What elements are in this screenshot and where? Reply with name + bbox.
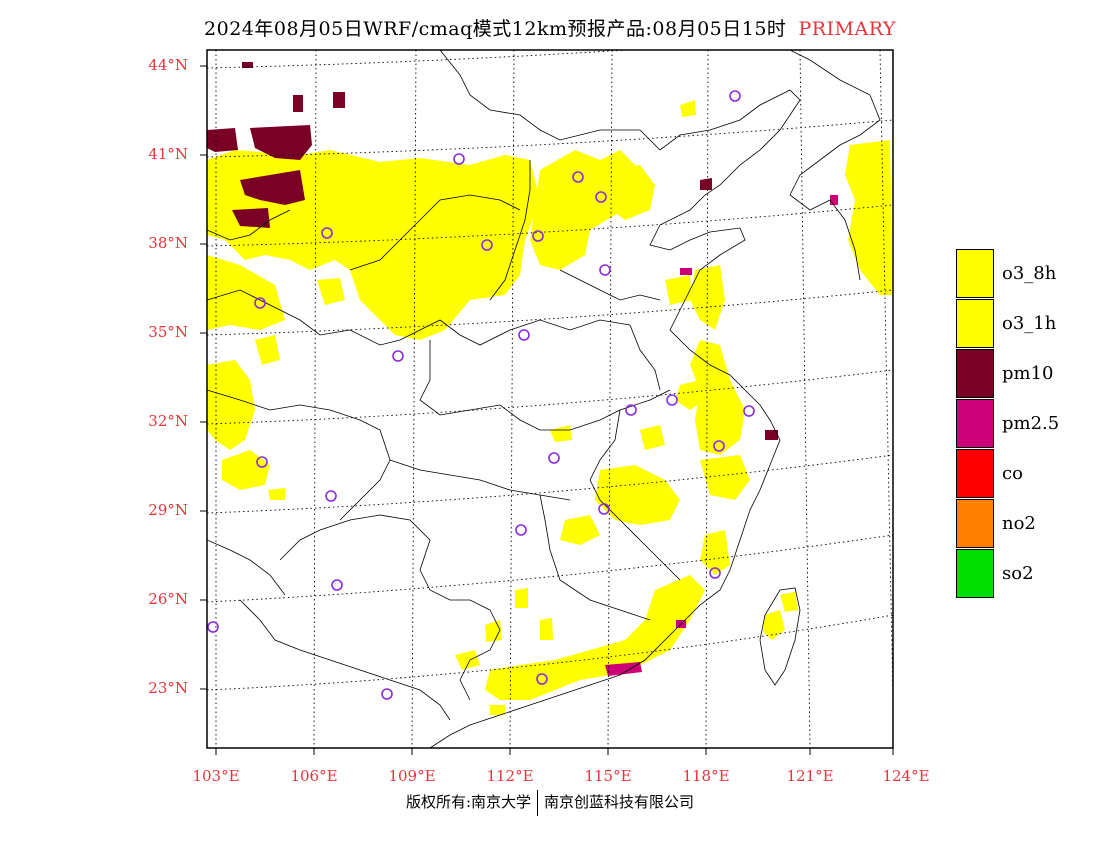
lat-label-23: 23°N	[148, 679, 188, 697]
station-marker	[713, 440, 725, 452]
map-frame	[206, 49, 894, 749]
lon-label-103: 103°E	[192, 767, 240, 785]
legend-label: pm2.5	[1002, 413, 1060, 434]
legend-swatch	[956, 249, 994, 298]
station-marker	[392, 350, 404, 362]
station-marker	[256, 456, 268, 468]
copyright-right: 南京创蓝科技有限公司	[544, 793, 695, 811]
lon-label-112: 112°E	[486, 767, 534, 785]
station-marker	[515, 524, 527, 536]
station-marker	[598, 503, 610, 515]
station-marker	[381, 688, 393, 700]
pm10-exceedance-areas	[207, 62, 778, 440]
footer-separator	[537, 790, 539, 816]
station-marker	[536, 673, 548, 685]
copyright-left: 版权所有:南京大学	[405, 793, 532, 811]
station-marker	[572, 171, 584, 183]
legend-swatch	[956, 449, 994, 498]
lat-label-32: 32°N	[148, 412, 188, 430]
legend-label: o3_8h	[1002, 263, 1057, 284]
station-marker	[595, 191, 607, 203]
station-marker	[331, 579, 343, 591]
station-marker	[518, 329, 530, 341]
lat-ticks	[200, 65, 207, 690]
station-marker	[254, 297, 266, 309]
legend-label: co	[1002, 463, 1023, 484]
title-main: 2024年08月05日WRF/cmaq模式12km预报产品:08月05日15时	[204, 18, 787, 40]
lon-label-115: 115°E	[584, 767, 632, 785]
station-marker	[743, 405, 755, 417]
lon-ticks	[215, 748, 894, 755]
legend-label: pm10	[1002, 363, 1054, 384]
lat-label-35: 35°N	[148, 323, 188, 341]
station-marker	[532, 230, 544, 242]
title-tag: PRIMARY	[798, 18, 896, 40]
station-marker	[321, 227, 333, 239]
lon-label-106: 106°E	[290, 767, 338, 785]
lat-label-29: 29°N	[148, 501, 188, 519]
legend-swatch	[956, 499, 994, 548]
station-marker	[207, 621, 219, 633]
lat-label-26: 26°N	[148, 590, 188, 608]
legend-label: so2	[1002, 563, 1034, 584]
lat-label-44: 44°N	[148, 56, 188, 74]
legend-swatch	[956, 399, 994, 448]
lon-label-118: 118°E	[682, 767, 730, 785]
map-title: 2024年08月05日WRF/cmaq模式12km预报产品:08月05日15时 P…	[0, 14, 1100, 41]
station-marker	[453, 153, 465, 165]
station-marker	[325, 490, 337, 502]
lon-label-124: 124°E	[882, 767, 930, 785]
lat-label-38: 38°N	[148, 234, 188, 252]
legend-swatch	[956, 349, 994, 398]
station-marker	[599, 264, 611, 276]
station-marker	[729, 90, 741, 102]
legend-swatch	[956, 299, 994, 348]
station-marker	[709, 567, 721, 579]
boundary-lines	[207, 50, 881, 748]
legend-label: o3_1h	[1002, 313, 1057, 334]
o3-exceedance-areas	[207, 100, 893, 715]
legend-label: no2	[1002, 513, 1036, 534]
station-markers	[207, 90, 755, 700]
lat-label-41: 41°N	[148, 145, 188, 163]
lon-label-109: 109°E	[388, 767, 436, 785]
station-marker	[548, 452, 560, 464]
lon-label-121: 121°E	[786, 767, 834, 785]
station-marker	[481, 239, 493, 251]
station-marker	[666, 394, 678, 406]
legend-swatch	[956, 549, 994, 598]
copyright-footer: 版权所有:南京大学 南京创蓝科技有限公司	[0, 790, 1100, 816]
station-marker	[625, 404, 637, 416]
